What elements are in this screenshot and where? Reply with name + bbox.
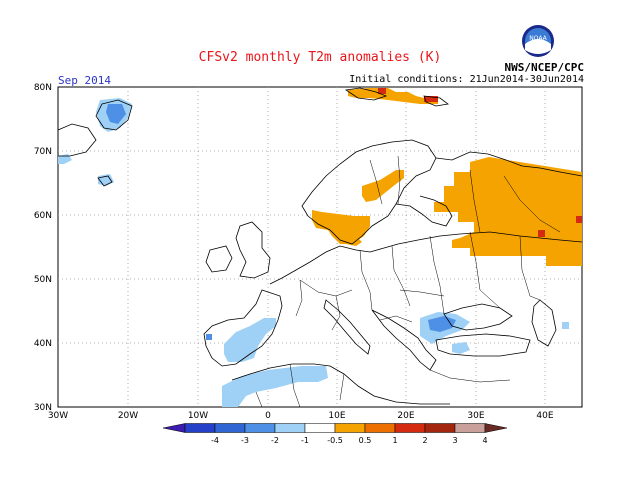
colorbar: -4 -3 -2 -1 -0.5 0.5 1 2 3 4 — [162, 423, 508, 445]
cool-patch-balkans-core — [428, 316, 456, 332]
coastlines — [57, 87, 583, 405]
colorbar-label: 2 — [422, 436, 427, 445]
hot-cell-arctic-2 — [378, 88, 386, 94]
lon-label: 30W — [48, 411, 68, 421]
cool-cell-iberia-west — [206, 334, 212, 340]
coast-finland — [435, 151, 583, 177]
warm-patch-arctic — [348, 88, 438, 104]
coast-svalbard — [344, 87, 388, 101]
coast-blacksea — [443, 303, 513, 331]
lon-label: 40E — [536, 411, 553, 421]
colorbar-label: -3 — [241, 436, 249, 445]
noaa-logo-text: NOAA — [529, 35, 547, 42]
coast-balkans — [371, 309, 437, 371]
colorbar-left-arrow — [162, 423, 186, 433]
lon-label: 10E — [328, 411, 345, 421]
agency-label: NWS/NCEP/CPC — [504, 61, 584, 74]
cool-patch-iberia — [224, 318, 276, 362]
colorbar-segment — [214, 423, 246, 433]
coast-baltic — [395, 195, 453, 227]
lat-label: 50N — [34, 275, 52, 285]
colorbar-segment — [394, 423, 426, 433]
hot-cell-east — [576, 216, 582, 223]
lat-label: 60N — [34, 211, 52, 221]
map-title: CFSv2 monthly T2m anomalies (K) — [198, 50, 442, 65]
colorbar-segment — [184, 423, 216, 433]
coast-scandinavia — [301, 139, 437, 245]
colorbar-label: 3 — [452, 436, 457, 445]
coast-north-africa — [231, 363, 450, 405]
noaa-logo: NOAA — [522, 25, 554, 57]
coast-jan-mayen — [97, 175, 113, 187]
colorbar-segment — [304, 423, 336, 433]
colorbar-segment — [364, 423, 396, 433]
lat-label: 80N — [34, 83, 52, 93]
coast-novaya-zemlya — [423, 95, 449, 107]
colorbar-segment — [244, 423, 276, 433]
colorbar-segment — [334, 423, 366, 433]
coast-greenland — [57, 123, 97, 157]
lat-label: 30N — [34, 403, 52, 413]
colorbar-label: 4 — [482, 436, 487, 445]
colorbar-label: -2 — [271, 436, 279, 445]
colorbar-right-arrow — [484, 423, 508, 433]
colorbar-segment — [274, 423, 306, 433]
coast-iceland — [95, 99, 133, 131]
lon-label: 20E — [397, 411, 414, 421]
coast-mainland — [269, 231, 583, 285]
lat-labels: 80N 70N 60N 50N 40N 30N — [34, 83, 52, 413]
lon-label: 10W — [188, 411, 208, 421]
coast-caspian — [531, 299, 557, 347]
colorbar-segment — [424, 423, 456, 433]
colorbar-label: 1 — [392, 436, 397, 445]
coast-britain — [235, 221, 271, 279]
initial-conditions: Initial conditions: 21Jun2014-30Jun2014 — [349, 74, 584, 85]
hot-anomaly-cells — [378, 88, 582, 237]
lon-label: 30E — [467, 411, 484, 421]
lon-labels: 30W 20W 10W 0 10E 20E 30E 40E — [48, 411, 554, 421]
cool-patch-greenland — [58, 154, 72, 164]
coast-turkey — [435, 333, 531, 357]
lat-label: 40N — [34, 339, 52, 349]
forecast-month: Sep 2014 — [58, 74, 111, 87]
coast-iberia — [203, 289, 283, 367]
coast-italy — [323, 299, 371, 355]
hot-cell-arctic-1 — [424, 96, 438, 102]
warm-patch-finland — [362, 170, 404, 202]
colorbar-label: -0.5 — [327, 436, 343, 445]
cool-patch-north-africa — [222, 366, 328, 407]
hot-cell-russia — [538, 230, 545, 237]
cool-cell-east — [562, 322, 569, 329]
colorbar-label: 0.5 — [359, 436, 372, 445]
country-borders — [255, 155, 561, 408]
lat-label: 70N — [34, 147, 52, 157]
lon-label: 20W — [118, 411, 138, 421]
cool-patch-iceland-core — [106, 104, 126, 124]
colorbar-label: -4 — [211, 436, 219, 445]
lon-label: 0 — [265, 411, 271, 421]
colorbar-label: -1 — [301, 436, 309, 445]
coast-ireland — [205, 245, 233, 273]
colorbar-segment — [454, 423, 486, 433]
cool-patch-turkey — [452, 342, 470, 354]
